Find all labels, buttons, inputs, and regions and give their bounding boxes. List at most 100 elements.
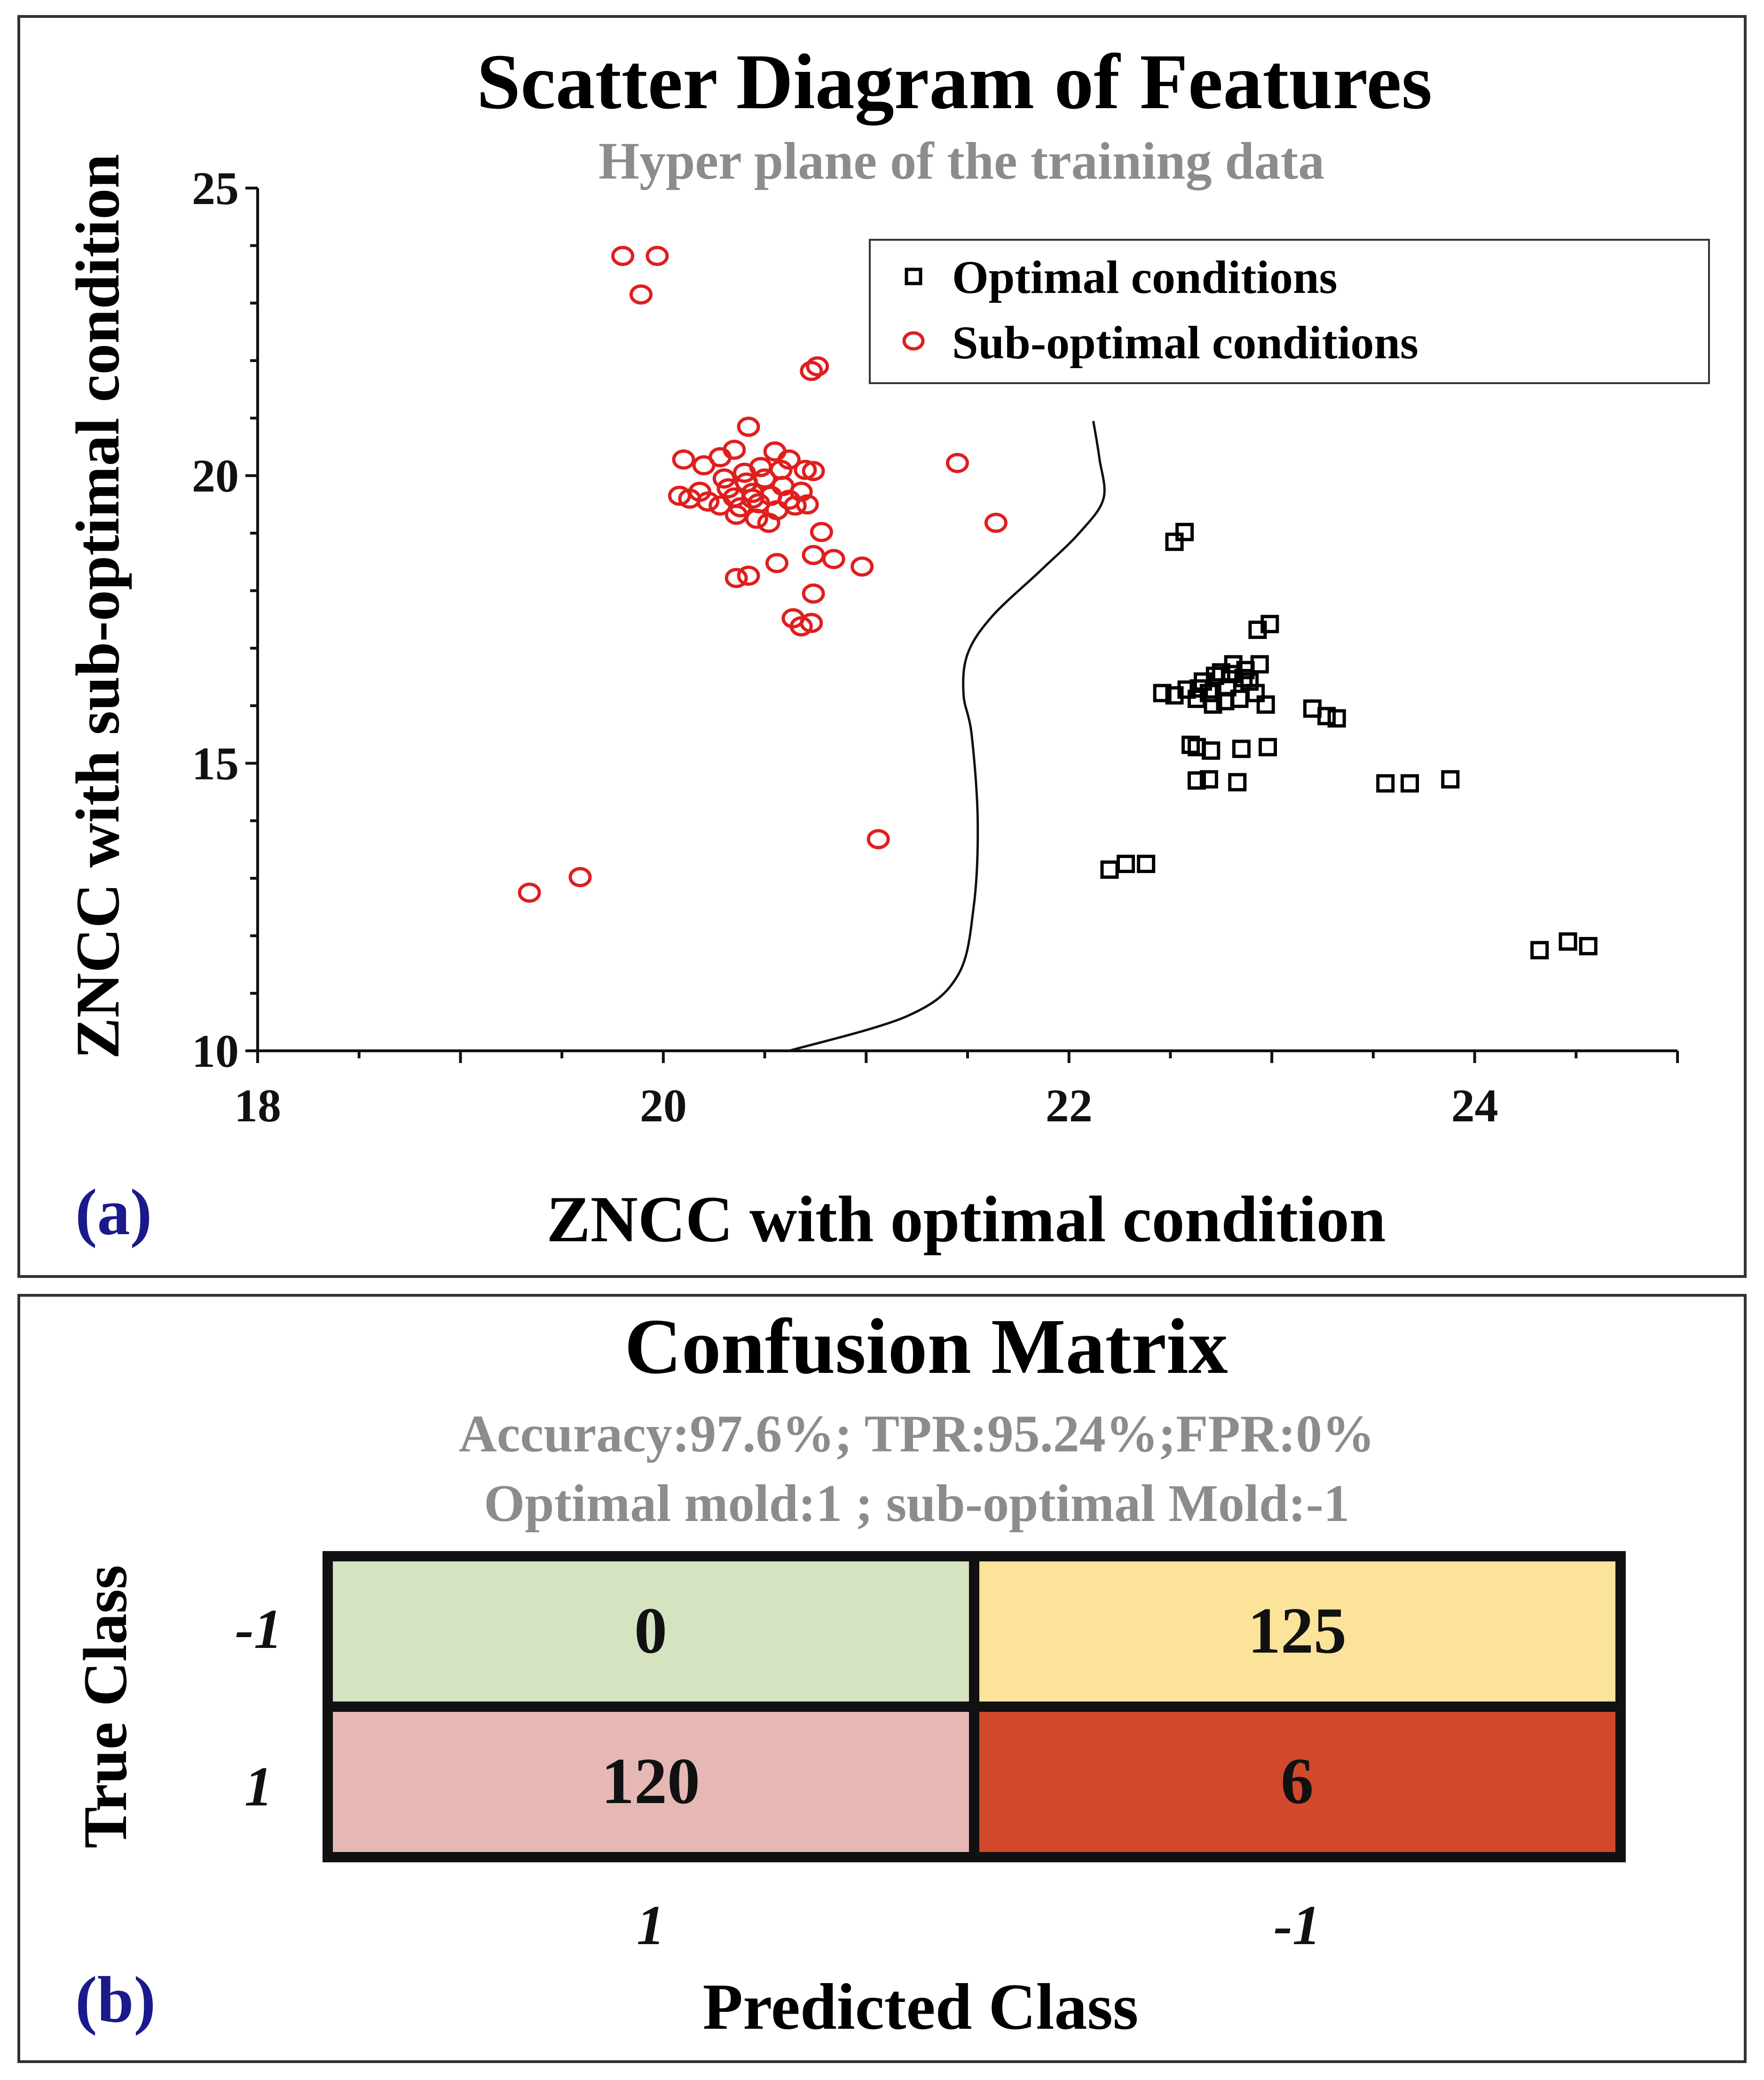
matrix-row-label-0: -1	[235, 1598, 282, 1660]
suboptimal-point	[696, 491, 720, 512]
suboptimal-point	[763, 441, 787, 462]
suboptimal-point	[765, 553, 788, 574]
optimal-point	[1153, 684, 1172, 702]
scatter-title: Scatter Diagram of Features	[477, 38, 1433, 126]
suboptimal-point	[769, 459, 793, 480]
suboptimal-point	[646, 245, 669, 266]
x-tick-label: 24	[1451, 1079, 1498, 1132]
suboptimal-point	[712, 468, 736, 489]
matrix-y-axis-label: True Class	[71, 1565, 140, 1849]
suboptimal-point	[737, 566, 760, 586]
optimal-point	[1175, 523, 1194, 542]
suboptimal-point	[810, 522, 833, 543]
scatter-x-axis-label: ZNCC with optimal condition	[546, 1183, 1386, 1256]
matrix-value-row1-col0: 120	[601, 1745, 700, 1818]
optimal-point	[1327, 709, 1346, 728]
suboptimal-point	[723, 440, 746, 460]
suboptimal-point	[732, 463, 756, 483]
legend-suboptimal-label: Sub-optimal conditions	[952, 316, 1418, 369]
optimal-point	[1228, 773, 1247, 792]
suboptimal-point	[724, 504, 748, 525]
suboptimal-point	[822, 549, 845, 569]
y-tick-label: 25	[192, 162, 239, 214]
optimal-point	[1216, 692, 1235, 710]
matrix-cell-row1-col1	[974, 1707, 1621, 1857]
optimal-point	[1232, 740, 1251, 758]
optimal-point	[1117, 854, 1135, 873]
suboptimal-point	[806, 356, 829, 377]
panel-b-frame	[17, 1294, 1747, 2063]
optimal-point	[1165, 532, 1184, 551]
optimal-point	[1530, 941, 1549, 960]
suboptimal-point	[794, 459, 817, 480]
scatter-points	[518, 245, 1598, 960]
scatter-y-axis-label: ZNCC with sub-optimal condition	[63, 154, 132, 1059]
optimal-point	[1246, 684, 1265, 702]
y-tick-label: 10	[192, 1025, 239, 1077]
suboptimal-point	[984, 512, 1008, 533]
optimal-point	[1188, 771, 1206, 790]
suboptimal-point	[800, 361, 823, 381]
matrix-grid-lines	[323, 1551, 1626, 1862]
optimal-point	[1100, 860, 1119, 879]
suboptimal-point	[789, 481, 813, 502]
optimal-point	[1204, 695, 1222, 714]
legend-box	[869, 239, 1710, 384]
x-tick-label: 20	[640, 1079, 687, 1132]
optimal-point	[1165, 686, 1184, 705]
suboptimal-point	[753, 468, 777, 489]
scatter-subtitle: Hyper plane of the training data	[598, 132, 1324, 190]
matrix-title: Confusion Matrix	[624, 1303, 1228, 1390]
optimal-point	[1234, 669, 1253, 687]
optimal-point	[1376, 774, 1395, 793]
optimal-point	[1317, 707, 1336, 725]
legend-suboptimal-marker	[902, 331, 925, 351]
optimal-point	[1260, 615, 1279, 633]
suboptimal-point	[741, 488, 764, 509]
suboptimal-point	[945, 453, 969, 473]
suboptimal-point	[789, 616, 813, 637]
optimal-point	[1189, 679, 1208, 698]
hyperplane-curve	[788, 421, 1106, 1052]
matrix-value-row0-col1: 125	[1248, 1594, 1347, 1667]
optimal-point	[1202, 741, 1221, 760]
matrix-cell-row1-col0	[328, 1707, 974, 1857]
suboptimal-point	[802, 583, 825, 604]
optimal-point	[1559, 932, 1577, 951]
optimal-point	[1256, 695, 1275, 714]
suboptimal-point	[611, 245, 635, 266]
scatter-axes: 18 20 22 24 10 15 20 25	[192, 162, 1679, 1132]
y-tick-label: 15	[192, 737, 239, 789]
suboptimal-point	[866, 829, 890, 850]
matrix-row-label-1: 1	[244, 1755, 273, 1818]
matrix-value-row0-col0: 0	[634, 1594, 667, 1667]
optimal-point	[1250, 655, 1269, 674]
optimal-point	[1137, 854, 1156, 873]
x-tick-label: 22	[1046, 1079, 1093, 1132]
scatter-legend: Optimal conditions Sub-optimal condition…	[869, 239, 1710, 384]
matrix-x-axis-label: Predicted Class	[703, 1970, 1139, 2043]
suboptimal-point	[724, 567, 748, 588]
y-tick-label: 20	[192, 450, 239, 502]
matrix-cell-row0-col1	[974, 1556, 1621, 1707]
panel-b-label: (b)	[75, 1963, 156, 2036]
optimal-point	[1224, 655, 1243, 674]
matrix-subtitle-line-1: Accuracy:97.6%; TPR:95.24%;FPR:0%	[459, 1405, 1375, 1463]
optimal-point	[1222, 665, 1241, 684]
optimal-point	[1401, 774, 1419, 793]
suboptimal-point	[518, 882, 541, 903]
matrix-subtitle-line-2: Optimal mold:1 ; sub-optimal Mold:-1	[484, 1474, 1350, 1533]
optimal-point	[1441, 770, 1460, 789]
optimal-point	[1248, 621, 1267, 639]
optimal-point	[1199, 770, 1218, 789]
matrix-col-label-1: -1	[1274, 1894, 1321, 1956]
decision-boundary	[788, 421, 1106, 1052]
suboptimal-point	[795, 494, 819, 515]
panel-a-frame	[17, 15, 1747, 1278]
matrix-col-label-0: 1	[637, 1894, 665, 1956]
suboptimal-point	[800, 613, 823, 633]
panel-a-label: (a)	[75, 1176, 152, 1249]
optimal-point	[1579, 937, 1598, 955]
suboptimal-point	[757, 512, 780, 533]
